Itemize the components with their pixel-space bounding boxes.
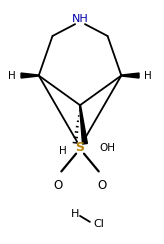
Polygon shape xyxy=(121,73,139,78)
Polygon shape xyxy=(80,105,87,144)
Text: H: H xyxy=(8,71,16,81)
Text: O: O xyxy=(97,179,106,192)
Text: S: S xyxy=(76,141,84,154)
Polygon shape xyxy=(21,73,39,78)
Text: O: O xyxy=(54,179,63,192)
Text: OH: OH xyxy=(100,143,116,153)
Text: H: H xyxy=(59,146,67,156)
Text: H: H xyxy=(71,209,79,219)
Text: NH: NH xyxy=(72,14,88,24)
Text: H: H xyxy=(144,71,152,81)
Text: Cl: Cl xyxy=(93,219,104,229)
